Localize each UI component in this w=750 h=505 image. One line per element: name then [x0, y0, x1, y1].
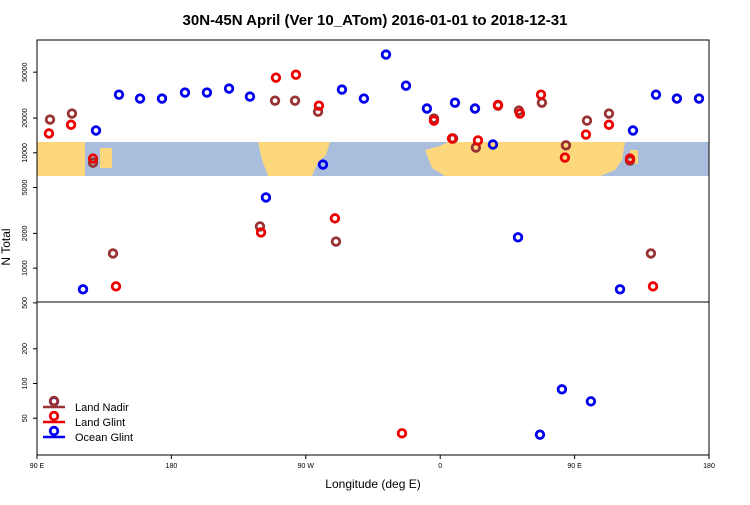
point	[536, 97, 548, 108]
point	[400, 80, 412, 91]
point	[90, 125, 102, 136]
point	[603, 108, 615, 119]
point	[645, 248, 657, 259]
x-tick-label: 180	[703, 463, 715, 470]
point	[421, 103, 433, 114]
y-tick-label: 2000	[22, 226, 29, 242]
point	[534, 429, 546, 440]
y-tick-label: 20000	[22, 108, 29, 128]
point	[87, 153, 99, 164]
point	[449, 97, 461, 108]
point	[647, 281, 659, 292]
point	[312, 106, 324, 117]
legend-label: Ocean Glint	[75, 432, 133, 444]
point	[87, 157, 99, 168]
point	[492, 99, 504, 111]
point	[223, 83, 235, 94]
point	[66, 108, 78, 119]
point	[77, 284, 89, 295]
point	[650, 89, 662, 100]
point	[201, 87, 213, 98]
point	[134, 93, 146, 104]
y-tick-label: 10000	[22, 143, 29, 163]
plot-frame	[36, 39, 710, 456]
point	[559, 152, 571, 163]
legend-marker	[48, 395, 60, 407]
point	[469, 103, 481, 114]
y-tick-label: 500	[22, 297, 29, 309]
point	[512, 232, 524, 243]
point	[113, 89, 125, 100]
point	[317, 159, 329, 170]
y-tick-label: 1000	[22, 260, 29, 276]
map-strip	[37, 142, 709, 176]
point	[358, 93, 370, 104]
point	[693, 93, 705, 104]
point	[244, 91, 256, 102]
legend-marker	[48, 425, 60, 437]
point	[487, 139, 499, 150]
point	[603, 119, 615, 130]
y-axis-label: N Total	[0, 228, 13, 265]
point	[289, 95, 301, 106]
y-tick-label: 100	[22, 378, 29, 390]
point	[313, 100, 325, 111]
point	[269, 95, 281, 106]
point	[627, 125, 639, 136]
point	[428, 115, 440, 126]
point	[336, 84, 348, 95]
legend-marker	[48, 410, 60, 422]
point	[581, 115, 593, 126]
point	[65, 119, 77, 130]
point	[179, 87, 191, 98]
point	[255, 227, 267, 238]
legend-label: Land Nadir	[75, 402, 129, 414]
y-tick-label: 5000	[22, 180, 29, 196]
point	[110, 281, 122, 292]
x-tick-label: 0	[438, 463, 442, 470]
y-tick-label: 200	[22, 343, 29, 355]
x-tick-label: 90 E	[30, 463, 45, 470]
point	[556, 384, 568, 395]
point	[330, 236, 342, 247]
point	[260, 192, 272, 203]
point	[107, 248, 119, 259]
x-tick-label: 90 W	[298, 463, 315, 470]
point	[270, 72, 282, 83]
x-tick-label: 90 E	[567, 463, 582, 470]
point	[624, 153, 636, 164]
y-tick-label: 50000	[22, 62, 29, 82]
point	[44, 114, 56, 125]
point	[254, 221, 266, 232]
point	[514, 108, 526, 119]
x-axis-label: Longitude (deg E)	[325, 477, 420, 491]
point	[329, 213, 341, 224]
point	[535, 89, 547, 100]
point	[156, 93, 168, 104]
point	[43, 128, 55, 139]
point	[614, 284, 626, 295]
point	[446, 133, 458, 144]
point	[290, 69, 302, 80]
point	[580, 129, 592, 140]
point	[585, 396, 597, 407]
point	[380, 49, 392, 60]
chart-title: 30N-45N April (Ver 10_ATom) 2016-01-01 t…	[183, 12, 568, 29]
x-tick-label: 180	[166, 463, 178, 470]
legend-label: Land Glint	[75, 417, 125, 429]
point	[396, 428, 408, 439]
point	[671, 93, 683, 104]
point	[472, 135, 484, 146]
y-tick-label: 50	[22, 414, 29, 422]
point	[560, 140, 572, 151]
